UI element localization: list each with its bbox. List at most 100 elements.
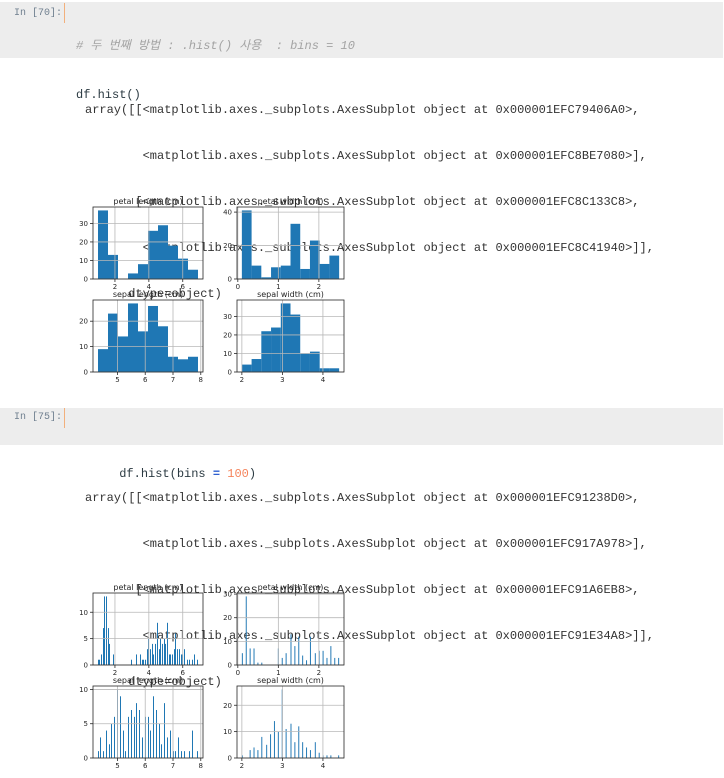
y-tick-label: 0	[84, 369, 88, 377]
histogram-bar	[294, 646, 296, 665]
histogram-bar	[326, 755, 328, 758]
histogram-bar	[294, 742, 296, 758]
output-line: <matplotlib.axes._subplots.AxesSubplot o…	[85, 537, 647, 551]
histogram-bar	[100, 737, 101, 758]
x-tick-label: 2	[317, 283, 321, 291]
histogram-bar	[138, 264, 148, 279]
x-tick-label: 6	[143, 376, 148, 384]
x-tick-label: 5	[115, 376, 119, 384]
histogram-bar	[261, 736, 263, 758]
histogram-bar	[165, 643, 166, 665]
histogram-bar	[118, 336, 128, 372]
subplot-title: petal width (cm)	[258, 197, 324, 206]
histogram-bar	[114, 716, 115, 758]
cell-focus-indicator	[64, 408, 65, 428]
histogram-bar	[280, 265, 291, 279]
histogram-bar	[155, 643, 156, 665]
histogram-bar	[140, 654, 141, 665]
subplot-title: sepal length (cm)	[113, 676, 183, 685]
histogram-bar	[192, 730, 193, 758]
histogram-bar	[106, 596, 107, 665]
histogram-bar	[131, 659, 132, 665]
histogram-bar	[197, 751, 198, 758]
histogram-bar	[150, 649, 151, 665]
histogram-bar	[160, 638, 161, 665]
histogram-bar	[251, 359, 262, 372]
histogram-bar	[253, 747, 255, 758]
histogram-bar	[318, 752, 320, 758]
histogram-bar	[290, 634, 292, 665]
y-tick-label: 30	[223, 313, 232, 321]
histogram-bar	[113, 654, 114, 665]
histogram-chart: 2 4 6 0 5 10 petal length (cm)	[79, 583, 204, 677]
subplot-title: sepal width (cm)	[257, 290, 324, 299]
histogram-bar	[285, 653, 287, 665]
histogram-bar	[290, 723, 292, 758]
histogram-bar	[150, 730, 151, 758]
histogram-bar	[280, 303, 291, 372]
histogram-bar	[192, 659, 193, 665]
subplot-petal-length: 2 4 6 0 10 20 30 petal length (cm)	[79, 197, 204, 291]
histogram-bar	[159, 649, 160, 665]
code-cell-input-75: In [75]: df.hist(bins = 100)	[0, 408, 723, 481]
output-line: array([[<matplotlib.axes._subplots.AxesS…	[85, 491, 640, 505]
code-editor[interactable]: df.hist(bins = 100)	[76, 415, 256, 492]
output-line: [<matplotlib.axes._subplots.AxesSubplot …	[85, 583, 640, 597]
y-tick-label: 5	[84, 635, 88, 643]
x-tick-label: 1	[276, 283, 280, 291]
code-operator: =	[212, 467, 221, 481]
histogram-bar	[164, 703, 165, 758]
subplot-sepal-width: 2 3 4 0 10 20 sepal width (cm)	[223, 676, 345, 770]
output-line: [<matplotlib.axes._subplots.AxesSubplot …	[85, 195, 640, 209]
histogram-bar	[169, 654, 170, 665]
histogram-bar	[173, 751, 174, 758]
x-tick-label: 5	[115, 762, 119, 770]
y-tick-label: 10	[223, 728, 232, 736]
y-tick-label: 20	[79, 318, 88, 326]
code-cell-input-70: In [70]: # 두 번째 방법 : .hist() 사용 : bins =…	[0, 2, 723, 102]
x-tick-label: 0	[236, 283, 240, 291]
histogram-bar	[300, 353, 310, 372]
subplot-sepal-length: 5 6 7 8 0 5 10 sepal length (cm)	[79, 676, 204, 770]
histogram-chart: 2 3 4 0 10 20 30 sepal width (cm)	[223, 290, 345, 384]
y-tick-label: 30	[79, 220, 88, 228]
histogram-bar	[329, 255, 340, 279]
histogram-bar	[174, 649, 175, 665]
histogram-bar	[153, 696, 154, 758]
code-editor[interactable]: # 두 번째 방법 : .hist() 사용 : bins = 10 df.hi…	[76, 8, 355, 134]
histogram-chart: 2 4 6 0 10 20 30 petal length (cm)	[79, 197, 204, 291]
subplot-petal-width: 0 1 2 0 20 40 petal width (cm)	[223, 197, 345, 291]
histogram-bar	[277, 731, 279, 758]
histogram-bar	[106, 730, 107, 758]
y-tick-label: 10	[79, 686, 88, 694]
histogram-bar	[177, 649, 178, 665]
x-tick-label: 6	[181, 669, 186, 677]
x-tick-label: 8	[199, 376, 203, 384]
histogram-bar	[152, 643, 153, 665]
output-line: dtype=object)	[85, 675, 222, 689]
histogram-bar	[179, 649, 180, 665]
x-tick-label: 4	[321, 762, 326, 770]
histogram-bar	[139, 710, 140, 758]
histogram-bar	[148, 230, 158, 279]
histogram-bar	[136, 654, 137, 665]
code-token: df.hist(bins	[119, 467, 213, 481]
axes-frame	[92, 299, 204, 373]
histogram-bar	[281, 657, 283, 665]
histogram-bar	[153, 654, 154, 665]
histogram-bar	[145, 659, 146, 665]
histogram-bar	[131, 710, 132, 758]
histogram-bar	[111, 723, 112, 758]
subplot-title: petal width (cm)	[258, 583, 324, 592]
histogram-bar	[273, 721, 275, 758]
y-tick-label: 20	[223, 242, 232, 250]
axes-frame	[236, 299, 345, 373]
histogram-bar	[108, 628, 109, 665]
histogram-bar	[257, 750, 259, 758]
histogram-bar	[99, 659, 100, 665]
histogram-bar	[330, 755, 332, 758]
output-line: dtype=object)	[85, 287, 222, 301]
y-tick-label: 30	[223, 591, 232, 599]
histogram-bar	[159, 723, 160, 758]
